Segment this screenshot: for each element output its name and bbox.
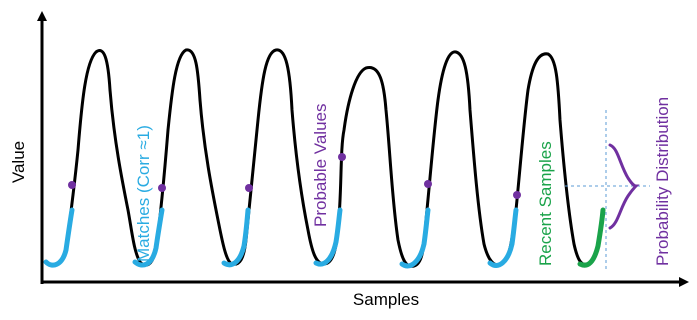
recent-samples-label: Recent Samples <box>536 141 555 266</box>
probable-value-point <box>513 191 521 199</box>
matches-label: Matches (Corr ≈1) <box>134 125 153 262</box>
match-segment <box>487 207 519 268</box>
match-segment <box>313 207 343 267</box>
probability-distribution-label: Probability Distribution <box>653 97 672 266</box>
matches-segments <box>43 207 519 269</box>
match-segment <box>221 207 251 268</box>
match-segment <box>132 207 165 268</box>
probable-value-point <box>424 180 432 188</box>
probable-value-point <box>158 184 166 192</box>
probability-distribution-curve <box>608 143 640 230</box>
match-segment <box>43 207 75 268</box>
probable-value-points <box>68 153 521 199</box>
probable-value-point <box>245 184 253 192</box>
probable-values-label: Probable Values <box>311 104 330 228</box>
y-axis-label: Value <box>9 141 28 183</box>
probable-value-point <box>338 153 346 161</box>
probable-value-point <box>68 181 76 189</box>
match-segment <box>399 207 431 269</box>
x-axis-label: Samples <box>353 290 419 309</box>
recent-samples-segment <box>577 207 606 268</box>
